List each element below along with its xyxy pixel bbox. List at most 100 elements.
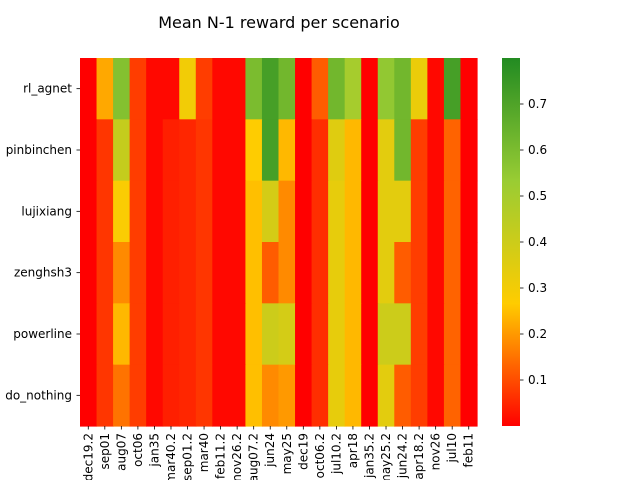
heatmap-cell	[245, 364, 263, 427]
heatmap-cell	[361, 303, 379, 366]
heatmap-cell	[195, 364, 213, 427]
heatmap-cell	[80, 180, 98, 243]
heatmap-cell	[162, 180, 180, 243]
heatmap-cell	[278, 242, 296, 304]
heatmap-cell	[361, 364, 379, 427]
heatmap-cell	[261, 119, 280, 182]
column-labels: dec19.2 sep01 aug07 oct06 jan35 mar40.2 sep01.…	[81, 426, 476, 480]
column-label: may25	[280, 433, 294, 474]
heatmap-cell	[311, 303, 329, 366]
heatmap-cell	[443, 58, 462, 120]
heatmap-cell	[146, 58, 164, 120]
heatmap-cell	[427, 303, 445, 366]
heatmap-cell	[278, 58, 296, 120]
heatmap-cell	[443, 119, 462, 182]
heatmap-cell	[80, 119, 98, 182]
heatmap-cell	[311, 119, 329, 182]
heatmap-cell	[113, 119, 131, 182]
heatmap-cell	[212, 119, 230, 182]
colorbar-tick-label: 0.1	[528, 373, 547, 387]
heatmap-cell	[460, 242, 478, 304]
heatmap-cell	[443, 242, 462, 304]
row-label: pinbinchen	[6, 143, 72, 157]
column-label: aug07	[114, 433, 128, 471]
heatmap-cell	[162, 58, 180, 120]
column-label: may25.2	[379, 433, 393, 480]
heatmap-cell	[113, 58, 131, 120]
column-label: apr18	[346, 433, 360, 468]
heatmap-cell	[212, 58, 230, 120]
heatmap-cell	[328, 119, 346, 182]
column-label: oct06	[131, 433, 145, 467]
heatmap-cell	[377, 180, 395, 243]
heatmap-cell	[179, 303, 197, 366]
heatmap-cell	[427, 119, 445, 182]
heatmap-cell	[212, 180, 230, 243]
heatmap-cell	[328, 180, 346, 243]
colorbar-tick-label: 0.5	[528, 189, 547, 203]
heatmap-cell	[96, 242, 114, 304]
heatmap-cell	[427, 58, 445, 120]
heatmap-cell	[80, 242, 98, 304]
heatmap-cell	[179, 242, 197, 304]
heatmap-cell	[245, 119, 263, 182]
heatmap-cell	[328, 364, 346, 427]
heatmap-cell	[460, 119, 478, 182]
heatmap-cell	[278, 303, 296, 366]
column-label: oct06.2	[313, 433, 327, 478]
column-label: aug07.2	[247, 433, 261, 480]
heatmap-cell	[460, 180, 478, 243]
row-label: zenghsh3	[14, 266, 72, 280]
heatmap-cell	[245, 180, 263, 243]
heatmap-cell	[179, 119, 197, 182]
heatmap-cell	[261, 242, 280, 304]
heatmap-cell	[328, 303, 346, 366]
colorbar-scale	[502, 58, 520, 426]
colorbar-tick-label: 0.7	[528, 97, 547, 111]
heatmap-cell	[295, 242, 313, 304]
heatmap-cell	[328, 242, 346, 304]
colorbar-tick-label: 0.4	[528, 235, 547, 249]
heatmap-cell	[195, 242, 213, 304]
heatmap-cell	[361, 58, 379, 120]
heatmap-cell	[228, 364, 247, 427]
heatmap-cell	[394, 303, 412, 366]
heatmap-cell	[410, 119, 428, 182]
heatmap-cell	[162, 242, 180, 304]
heatmap-cell	[377, 364, 395, 427]
heatmap-cell	[195, 303, 213, 366]
heatmap-cell	[129, 364, 147, 427]
heatmap-cell	[162, 364, 180, 427]
heatmap-cell	[278, 119, 296, 182]
heatmap-cell	[146, 364, 164, 427]
heatmap-cell	[195, 180, 213, 243]
heatmap-cell	[443, 303, 462, 366]
heatmap-cell	[394, 242, 412, 304]
heatmap-cell	[344, 364, 362, 427]
colorbar-ticks: 0.1 0.2 0.3 0.4 0.5 0.6 0.7	[520, 97, 547, 387]
heatmap-cell	[311, 242, 329, 304]
column-label: jan35	[147, 433, 161, 468]
heatmap-cell	[179, 58, 197, 120]
heatmap-cell	[410, 58, 428, 120]
heatmap-cell	[377, 303, 395, 366]
heatmap-cell	[179, 180, 197, 243]
heatmap-cell	[146, 119, 164, 182]
heatmap-cell	[460, 58, 478, 120]
column-label: jan35.2	[362, 433, 376, 479]
heatmap-cell	[427, 242, 445, 304]
heatmap-cell	[344, 242, 362, 304]
heatmap-cell	[361, 242, 379, 304]
heatmap-cell	[80, 58, 98, 120]
heatmap-cell	[427, 364, 445, 427]
column-label: nov26.2	[230, 433, 244, 480]
heatmap-cell	[195, 119, 213, 182]
column-label: dec19	[296, 433, 310, 470]
heatmap-cell	[295, 303, 313, 366]
heatmap-cell	[427, 180, 445, 243]
heatmap-cell	[344, 119, 362, 182]
heatmap-cell	[245, 58, 263, 120]
heatmap-cell	[228, 58, 247, 120]
heatmap-cell	[377, 119, 395, 182]
heatmap-cell	[80, 303, 98, 366]
